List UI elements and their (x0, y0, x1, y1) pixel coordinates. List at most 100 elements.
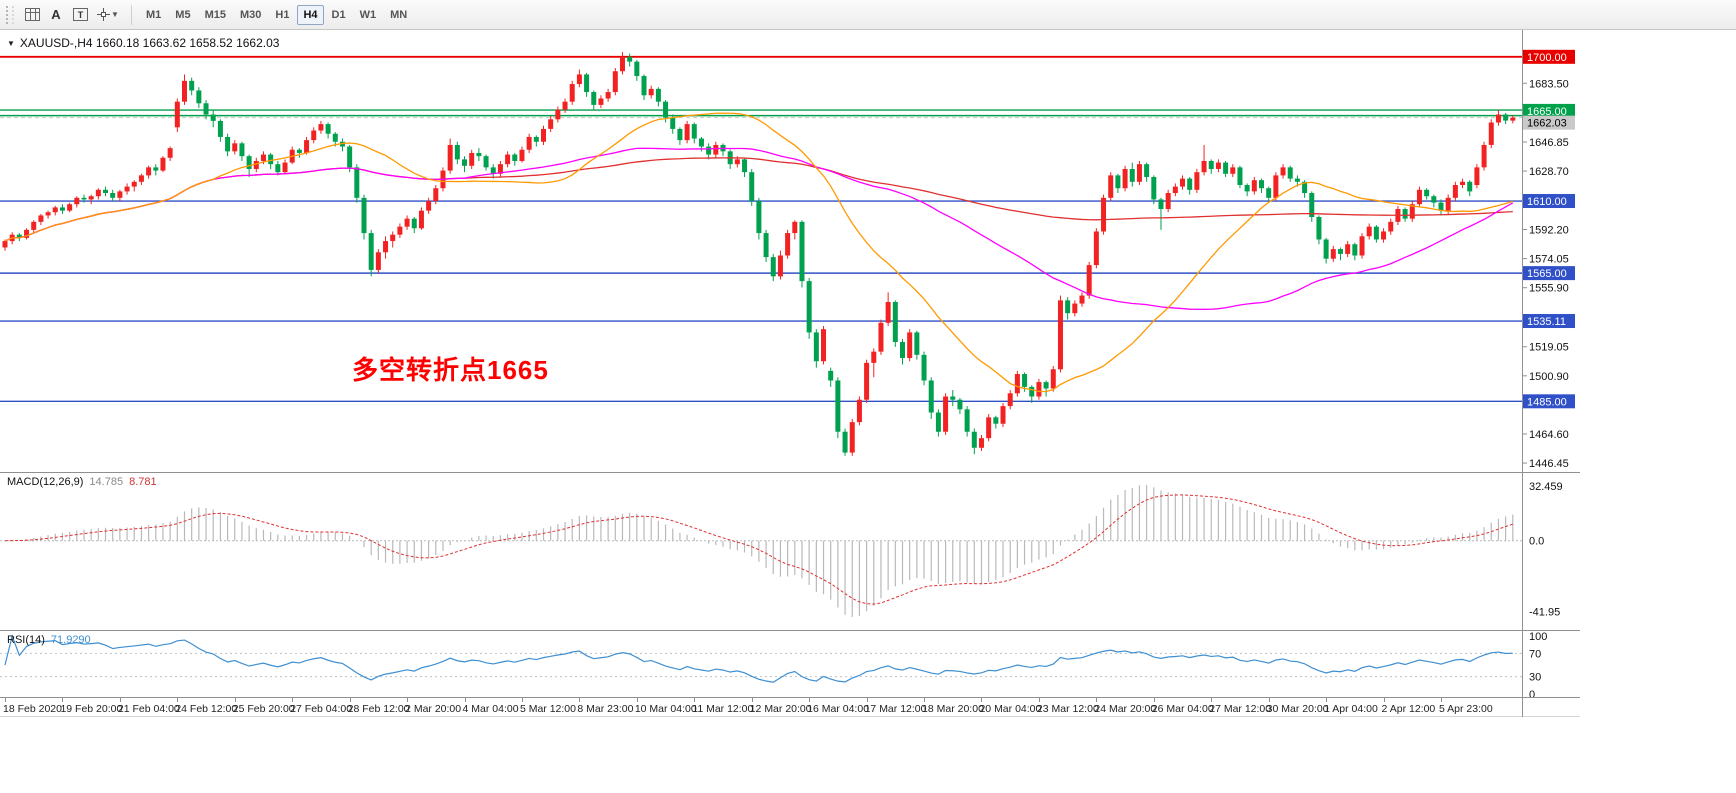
rsi-axis-label: 30 (1529, 672, 1541, 684)
collapse-arrow-icon[interactable]: ▼ (7, 38, 15, 48)
chart-grid-icon-button[interactable] (20, 4, 44, 26)
text-annotation-button[interactable]: A (44, 4, 68, 26)
macd-panel[interactable]: 32.459 0.0 -41.95 MACD(12,26,9) 14.785 8.781 (0, 472, 1580, 630)
text-label-icon: T (72, 8, 88, 21)
time-tick (119, 698, 121, 702)
rsi-value: 71.9290 (50, 634, 91, 646)
chart-annotation[interactable]: 多空转折点1665 (352, 355, 549, 385)
time-tick (924, 698, 926, 702)
price-tick-label: 1500.90 (1529, 371, 1569, 383)
time-tick (1268, 698, 1270, 702)
time-tick (636, 698, 638, 702)
timeframe-w1-button[interactable]: W1 (354, 5, 383, 25)
price-badge-label: 1610.00 (1527, 196, 1567, 208)
time-tick (1383, 698, 1385, 702)
letter-a-icon: A (51, 7, 61, 22)
time-tick (1096, 698, 1098, 702)
chart-grid-icon (24, 8, 40, 21)
toolbar: A T ▼ M1 M5 M15 M30 H1 H4 D1 W1 MN (0, 0, 1736, 30)
svg-text:T: T (77, 10, 83, 20)
rsi-axis-label: 0 (1529, 689, 1535, 697)
time-tick (5, 698, 6, 702)
price-badge (1523, 314, 1575, 329)
timeframe-mn-button[interactable]: MN (384, 5, 413, 25)
price-tick-label: 1628.70 (1529, 166, 1569, 178)
time-tick (1211, 698, 1213, 702)
time-tick (177, 698, 179, 702)
price-badge-label: 1662.03 (1527, 118, 1567, 130)
timeframe-d1-button[interactable]: D1 (326, 5, 352, 25)
time-tick (62, 698, 64, 702)
price-badge-label: 1700.00 (1527, 52, 1567, 64)
time-axis-label: 18 Mar 20:00 (922, 703, 984, 715)
rsi-axis-label: 100 (1529, 631, 1547, 643)
time-axis-label: 24 Feb 12:00 (175, 703, 238, 715)
timeframe-m5-button[interactable]: M5 (169, 5, 196, 25)
time-axis-label: 17 Mar 12:00 (864, 703, 927, 715)
price-tick-label: 1446.45 (1529, 458, 1569, 470)
macd-canvas[interactable]: 32.459 0.0 -41.95 (0, 472, 1580, 630)
timeframe-h1-button[interactable]: H1 (269, 5, 295, 25)
time-tick (234, 698, 236, 702)
time-axis-label: 12 Mar 20:00 (749, 703, 812, 715)
time-axis-label: 5 Mar 12:00 (519, 703, 576, 715)
price-badge (1523, 49, 1575, 64)
price-tick-label: 1683.50 (1529, 78, 1569, 90)
crosshair-tool-button[interactable]: ▼ (92, 4, 124, 26)
timeframe-m1-button[interactable]: M1 (140, 5, 167, 25)
time-tick (1441, 698, 1442, 702)
time-axis-label: 18 Feb 2020 (3, 703, 62, 715)
text-label-button[interactable]: T (68, 4, 92, 26)
price-tick-label: 1574.05 (1529, 254, 1569, 266)
rsi-name: RSI(14) (7, 634, 45, 646)
time-tick (751, 698, 753, 702)
rsi-axis-label: 70 (1529, 648, 1541, 660)
timeframe-h4-button[interactable]: H4 (297, 4, 324, 25)
time-axis-label: 2 Apr 12:00 (1381, 703, 1436, 715)
timeframe-m30-button[interactable]: M30 (234, 5, 267, 25)
axis-separator (1522, 698, 1523, 717)
time-axis-label: 11 Mar 12:00 (692, 703, 754, 715)
time-axis[interactable]: 18 Feb 2020 19 Feb 20:00 21 Feb 04:00 24 Fe… (0, 697, 1580, 717)
time-axis-label: 16 Mar 04:00 (807, 703, 870, 715)
toolbar-drag-handle[interactable] (6, 5, 14, 24)
timeframe-m15-button[interactable]: M15 (199, 5, 232, 25)
macd-signal-line (4, 494, 1513, 605)
price-tick-label: 1519.05 (1529, 342, 1569, 354)
moving-average-30 (4, 112, 1513, 393)
rsi-panel[interactable]: 100 70 30 0 RSI(14) 71.9290 (0, 630, 1580, 697)
price-badge (1523, 266, 1575, 281)
time-tick (1153, 698, 1155, 702)
rsi-canvas[interactable]: 100 70 30 0 (0, 630, 1580, 697)
rsi-line (4, 633, 1513, 683)
time-tick (1038, 698, 1040, 702)
time-axis-label: 1 Apr 04:00 (1324, 703, 1378, 715)
toolbar-separator (131, 4, 132, 25)
time-axis-label: 28 Feb 12:00 (347, 703, 410, 715)
time-axis-label: 4 Mar 04:00 (462, 703, 519, 715)
macd-name: MACD(12,26,9) (7, 476, 84, 488)
time-tick (407, 698, 409, 702)
price-axis[interactable]: 1683.50 1646.85 1628.70 1592.20 1574.05 1555.… (1523, 49, 1575, 470)
moving-average-65 (4, 147, 1514, 310)
time-axis-label: 21 Feb 04:00 (117, 703, 180, 715)
price-tick-label: 1646.85 (1529, 137, 1569, 149)
main-chart-canvas[interactable]: 1683.50 1646.85 1628.70 1592.20 1574.05 1555.… (0, 30, 1580, 472)
price-tick-label: 1555.90 (1529, 283, 1569, 295)
price-badge (1523, 394, 1575, 409)
time-axis-label: 26 Mar 04:00 (1151, 703, 1214, 715)
macd-axis-label: 0.0 (1529, 536, 1544, 548)
chart-title: ▼ XAUUSD-,H4 1660.18 1663.62 1658.52 166… (7, 36, 279, 50)
macd-axis-label: -41.95 (1529, 606, 1560, 618)
time-tick (981, 698, 983, 702)
time-tick (464, 698, 466, 702)
price-badge-label: 1665.00 (1527, 106, 1567, 118)
price-tick-label: 1464.60 (1529, 429, 1569, 441)
time-axis-label: 20 Mar 04:00 (979, 703, 1042, 715)
time-axis-label: 5 Apr 23:00 (1439, 703, 1493, 715)
time-tick (694, 698, 696, 702)
time-tick (579, 698, 581, 702)
time-tick (866, 698, 868, 702)
main-chart-panel[interactable]: 1683.50 1646.85 1628.70 1592.20 1574.05 1555.… (0, 30, 1580, 472)
